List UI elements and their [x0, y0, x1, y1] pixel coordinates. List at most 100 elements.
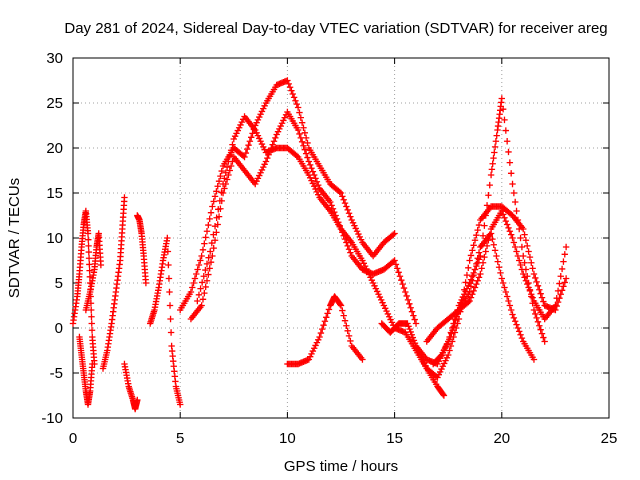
data-point [344, 206, 351, 214]
data-point [440, 392, 448, 399]
data-point [490, 241, 497, 248]
data-point [494, 258, 501, 265]
data-point [197, 285, 204, 292]
data-point [409, 334, 417, 341]
data-point [177, 401, 184, 408]
data-point [313, 339, 321, 346]
y-axis-label: SDTVAR / TECUs [6, 178, 23, 298]
data-point [359, 356, 366, 363]
series-sat-j [194, 113, 448, 399]
series-sat-o [429, 230, 538, 368]
data-point [325, 306, 333, 313]
data-point [340, 312, 347, 319]
data-point [450, 323, 457, 331]
data-point [309, 180, 317, 187]
data-point [474, 277, 481, 284]
data-point [518, 334, 526, 342]
data-point [344, 242, 351, 250]
data-point [315, 181, 322, 189]
data-point [473, 231, 480, 239]
data-point [345, 210, 353, 217]
data-point [465, 264, 472, 272]
data-point [276, 125, 283, 133]
data-point [561, 279, 568, 286]
data-point [512, 243, 519, 251]
data-point [311, 183, 318, 190]
data-point [231, 132, 239, 140]
data-point [526, 287, 534, 295]
data-point [88, 327, 96, 334]
data-point [481, 253, 488, 261]
data-point [471, 284, 479, 291]
data-point [467, 283, 475, 290]
data-point [302, 150, 310, 157]
data-point [211, 237, 219, 244]
data-point [383, 307, 390, 315]
data-point [337, 189, 345, 197]
data-point [386, 313, 393, 320]
data-point [540, 334, 547, 341]
data-point [499, 211, 507, 218]
data-point [503, 138, 511, 145]
data-point [505, 148, 512, 156]
data-point [166, 288, 173, 296]
data-point [253, 119, 260, 126]
series-sat-g [146, 234, 184, 408]
data-point [306, 353, 314, 360]
data-point [514, 216, 522, 224]
data-point [302, 134, 310, 142]
data-point [296, 130, 303, 138]
data-point [522, 277, 530, 284]
data-point [260, 163, 267, 171]
data-point [253, 177, 260, 185]
data-point [474, 226, 481, 234]
data-point [491, 247, 499, 254]
data-point [241, 153, 248, 161]
data-point [309, 168, 317, 175]
data-point [313, 178, 321, 185]
data-point [166, 302, 174, 309]
data-point [290, 94, 298, 101]
data-point [230, 135, 237, 143]
data-point [437, 352, 444, 360]
data-point [530, 270, 538, 278]
data-point [245, 141, 252, 149]
data-point [493, 132, 500, 139]
data-point [562, 275, 570, 282]
data-point [305, 171, 313, 179]
series-sat-a [69, 207, 98, 368]
data-point [273, 131, 280, 138]
x-tick-label: 20 [493, 430, 510, 447]
data-point [235, 124, 243, 131]
data-point [560, 258, 567, 265]
data-point [449, 327, 456, 334]
data-point [198, 279, 206, 286]
data-point [167, 315, 174, 323]
data-point [372, 285, 380, 292]
data-point [195, 291, 203, 299]
data-point [292, 97, 299, 104]
data-point [348, 216, 355, 224]
data-point [339, 193, 346, 200]
data-point [368, 276, 376, 284]
data-point [312, 342, 319, 349]
data-point [438, 365, 445, 373]
data-point [205, 254, 212, 261]
data-point [237, 121, 244, 129]
series-sat-c [82, 230, 105, 314]
data-point [473, 260, 480, 268]
data-point [516, 328, 523, 335]
data-point [289, 90, 296, 98]
data-point [552, 302, 559, 309]
x-tick-label: 15 [386, 430, 403, 447]
data-point [199, 296, 207, 303]
data-point [288, 87, 295, 94]
data-point [442, 357, 449, 364]
data-point [257, 138, 264, 145]
y-tick-label: -5 [50, 365, 63, 382]
data-point [408, 331, 415, 338]
data-point [363, 265, 370, 273]
data-point [84, 230, 92, 237]
data-point [404, 320, 411, 327]
data-point [454, 310, 462, 317]
